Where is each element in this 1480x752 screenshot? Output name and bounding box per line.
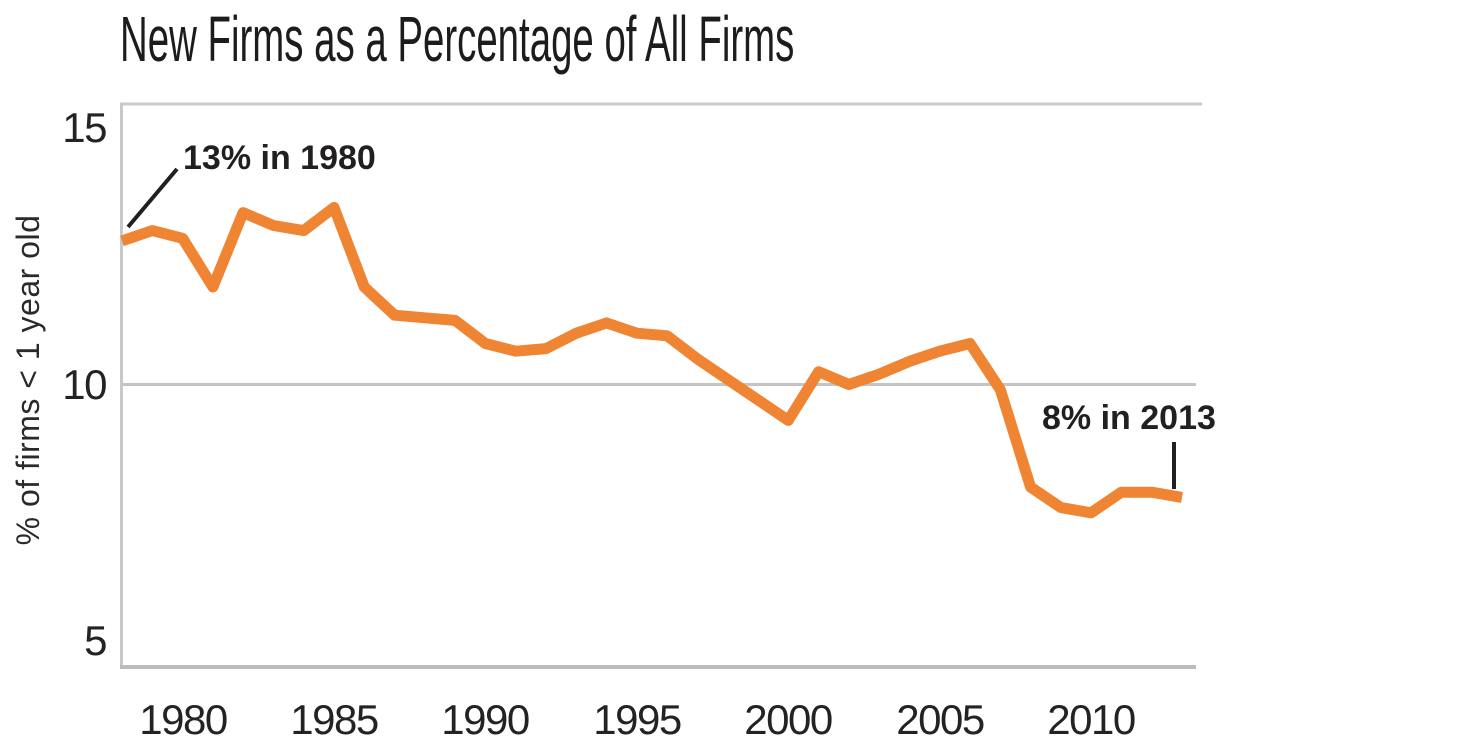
x-tick-label: 1985 [290, 696, 379, 743]
chart-title: New Firms as a Percentage of All Firms [120, 3, 795, 75]
x-tick-label: 2010 [1047, 696, 1136, 743]
startup-rate-line [120, 202, 1183, 519]
y-tick-label: 10 [62, 361, 107, 408]
x-tick-label: 2005 [896, 696, 985, 743]
x-tick-label: 2000 [744, 696, 833, 743]
x-tick-label: 1990 [441, 696, 530, 743]
y-tick-label: 5 [84, 617, 107, 664]
y-tick-label: 15 [62, 104, 107, 151]
x-tick-label: 1995 [593, 696, 682, 743]
annotation-2013-label: 8% in 2013 [1042, 399, 1216, 437]
annotation-1980-label: 13% in 1980 [183, 139, 376, 177]
x-tick-label: 1980 [139, 696, 228, 743]
annotation-1980-pointer-line [126, 167, 179, 229]
